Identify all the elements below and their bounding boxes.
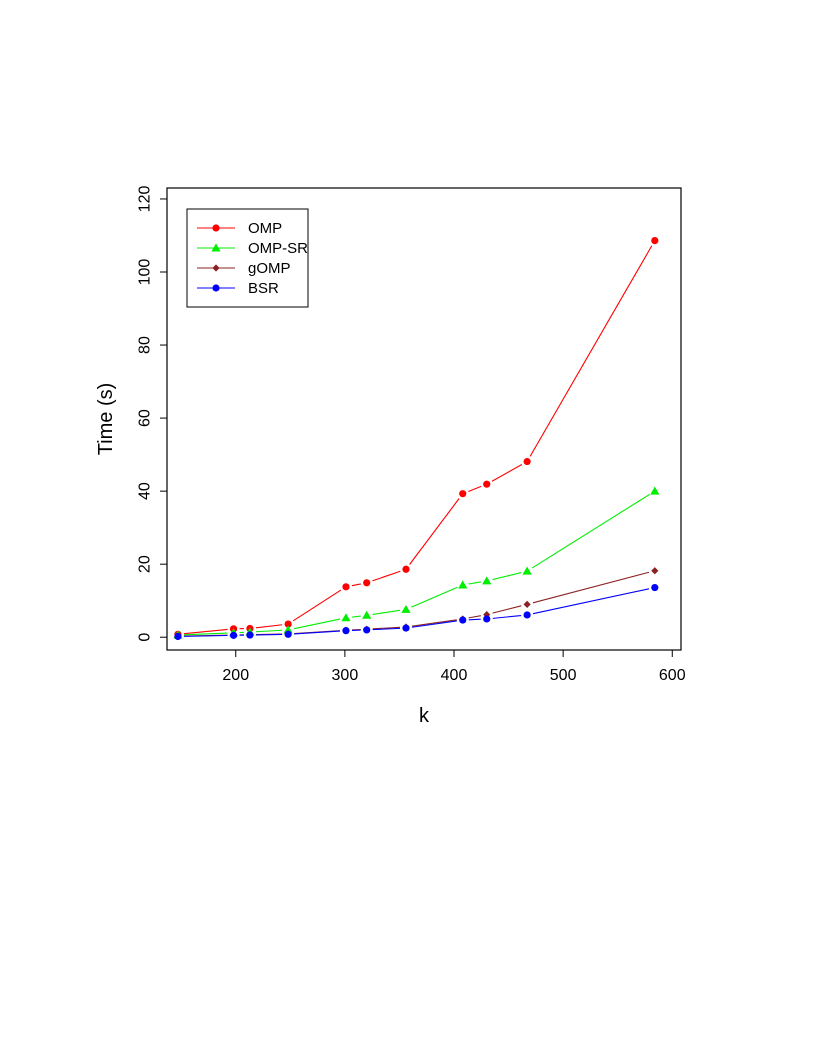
data-point [401, 604, 411, 613]
series-segment [372, 570, 401, 582]
x-tick-label: 600 [659, 667, 686, 684]
data-point [402, 624, 410, 632]
data-point [523, 611, 531, 619]
y-tick-label: 100 [137, 259, 154, 286]
data-point [651, 567, 659, 575]
series-segment [255, 624, 283, 629]
legend: OMP OMP-SR gOMP BSR [186, 208, 309, 308]
data-point [362, 610, 372, 619]
data-point [483, 615, 491, 623]
data-point [522, 566, 532, 575]
series-segment [529, 245, 653, 457]
series-segment [294, 630, 341, 635]
legend-item-omp: OMP [197, 220, 282, 237]
data-point [650, 486, 660, 495]
series-segment [492, 605, 522, 614]
data-point [246, 631, 254, 639]
series-segment [532, 588, 650, 615]
series-segment [372, 627, 401, 631]
series-segment [468, 581, 481, 585]
series-segment [468, 618, 481, 621]
series-segment [372, 609, 401, 615]
data-point [342, 583, 350, 591]
legend-marker [212, 224, 220, 232]
series-segment [293, 618, 341, 630]
data-point [523, 600, 531, 608]
data-point [523, 457, 531, 466]
legend-label: gOMP [248, 260, 291, 277]
data-point [284, 620, 292, 628]
series-segment [351, 615, 361, 618]
x-tick-label: 500 [550, 667, 577, 684]
series-layer [173, 236, 660, 641]
series-omp-sr [173, 486, 660, 639]
x-axis: 200 300 400 500 600 [222, 649, 686, 684]
data-point [363, 626, 371, 634]
legend-label: OMP [248, 220, 282, 237]
data-point [483, 480, 491, 488]
series-segment [292, 589, 342, 622]
series-segment [532, 571, 650, 604]
y-tick-label: 80 [137, 336, 154, 354]
series-segment [372, 626, 401, 630]
legend-label: OMP-SR [248, 240, 308, 257]
data-point [482, 576, 492, 585]
y-axis: 0 20 40 60 80 100 120 [137, 186, 168, 642]
legend-marker [212, 264, 220, 272]
data-point [651, 236, 659, 245]
series-segment [183, 632, 228, 636]
y-tick-label: 20 [137, 555, 154, 573]
x-tick-label: 400 [441, 667, 468, 684]
x-tick-label: 200 [222, 667, 249, 684]
series-segment [351, 583, 361, 587]
series-segment [255, 633, 283, 636]
data-point [651, 583, 659, 592]
series-segment [183, 628, 228, 635]
legend-item-bsr: BSR [197, 280, 279, 297]
series-segment [183, 634, 228, 637]
series-segment [411, 586, 458, 608]
data-point [283, 625, 293, 634]
legend-item-omp-sr: OMP-SR [197, 240, 308, 257]
legend-item-gomp: gOMP [197, 260, 291, 277]
legend-box [186, 208, 309, 308]
data-point [363, 579, 371, 587]
legend-label: BSR [248, 280, 279, 297]
legend-marker [211, 243, 221, 252]
data-point [341, 613, 351, 622]
data-point [284, 630, 292, 638]
y-tick-label: 0 [137, 633, 154, 642]
x-axis-title: k [419, 705, 430, 727]
series-segment [468, 615, 481, 619]
series-segment [531, 493, 651, 569]
series-segment [255, 629, 283, 633]
series-segment [492, 572, 522, 581]
data-point [229, 631, 238, 639]
data-point [174, 632, 182, 641]
data-point [402, 565, 410, 573]
y-tick-label: 120 [137, 186, 154, 213]
data-point [458, 580, 468, 589]
x-tick-label: 300 [332, 667, 359, 684]
y-tick-label: 40 [137, 482, 154, 500]
y-axis-title: Time (s) [95, 383, 117, 456]
data-point [459, 616, 467, 624]
series-segment [468, 485, 482, 492]
y-tick-label: 60 [137, 409, 154, 427]
series-segment [411, 620, 457, 628]
data-point [342, 627, 350, 635]
series-segment [411, 619, 457, 627]
data-point [459, 490, 467, 498]
series-segment [409, 498, 460, 565]
series-segment [492, 614, 522, 619]
series-segment [491, 464, 523, 482]
legend-marker [212, 284, 220, 292]
series-bsr [174, 583, 659, 641]
